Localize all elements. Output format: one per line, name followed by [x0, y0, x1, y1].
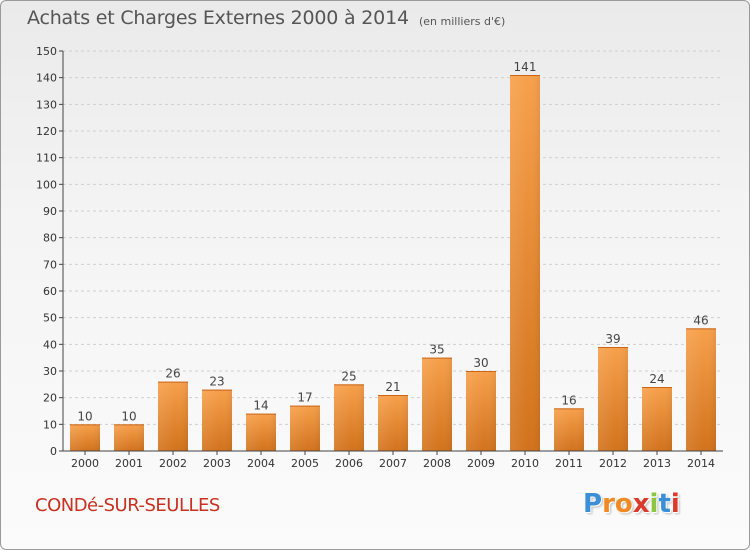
- data-label: 35: [429, 343, 444, 357]
- data-label: 16: [561, 393, 576, 407]
- x-tick-label: 2014: [687, 457, 715, 470]
- data-label: 17: [297, 391, 312, 405]
- x-tick-label: 2004: [247, 457, 275, 470]
- bar-shade: [554, 408, 584, 451]
- x-tick-label: 2009: [467, 457, 495, 470]
- bar-shade: [70, 424, 100, 451]
- y-tick-label: 90: [43, 205, 57, 218]
- logo-letter: i: [649, 489, 659, 519]
- bar-shade: [686, 328, 716, 451]
- x-tick-label: 2002: [159, 457, 187, 470]
- y-tick-label: 20: [43, 392, 57, 405]
- x-tick-label: 2006: [335, 457, 363, 470]
- y-tick-label: 50: [43, 312, 57, 325]
- logo-letter: P: [583, 489, 603, 519]
- y-tick-label: 70: [43, 258, 57, 271]
- y-tick-label: 150: [36, 45, 57, 58]
- y-tick-label: 10: [43, 418, 57, 431]
- data-label: 141: [514, 60, 537, 74]
- chart-unit: (en milliers d'€): [419, 15, 506, 28]
- x-tick-label: 2007: [379, 457, 407, 470]
- data-label: 10: [121, 409, 136, 423]
- bar-shade: [290, 405, 320, 451]
- data-label: 46: [693, 313, 708, 327]
- bar-shade: [378, 395, 408, 451]
- logo-letter: i: [670, 489, 680, 519]
- logo-letter: o: [614, 489, 633, 519]
- x-tick-label: 2003: [203, 457, 231, 470]
- y-tick-label: 120: [36, 125, 57, 138]
- x-tick-label: 2008: [423, 457, 451, 470]
- data-label: 25: [341, 369, 356, 383]
- data-label: 14: [253, 399, 268, 413]
- logo-letter: x: [632, 489, 650, 519]
- logo-letter: t: [658, 489, 671, 519]
- x-tick-label: 2013: [643, 457, 671, 470]
- y-tick-label: 60: [43, 285, 57, 298]
- y-tick-label: 80: [43, 232, 57, 245]
- bar-shade: [598, 347, 628, 451]
- y-tick-label: 110: [36, 152, 57, 165]
- data-label: 26: [165, 367, 180, 381]
- x-tick-label: 2011: [555, 457, 583, 470]
- data-label: 24: [649, 372, 664, 386]
- x-tick-label: 2012: [599, 457, 627, 470]
- bar-shade: [642, 387, 672, 451]
- bar-shade: [466, 371, 496, 451]
- data-label: 21: [385, 380, 400, 394]
- chart-title: Achats et Charges Externes 2000 à 2014: [27, 7, 409, 29]
- commune-name: CONDé-SUR-SEULLES: [35, 495, 220, 516]
- x-tick-label: 2000: [71, 457, 99, 470]
- logo-letter: r: [602, 489, 615, 519]
- x-tick-label: 2010: [511, 457, 539, 470]
- data-label: 23: [209, 375, 224, 389]
- bar-shade: [114, 424, 144, 451]
- data-label: 10: [77, 409, 92, 423]
- y-tick-label: 100: [36, 178, 57, 191]
- bar-shade: [334, 384, 364, 451]
- bar-shade: [422, 357, 452, 451]
- proxiti-logo: Proxiti: [583, 489, 680, 519]
- y-tick-label: 0: [50, 445, 57, 458]
- data-label: 30: [473, 356, 488, 370]
- y-tick-label: 30: [43, 365, 57, 378]
- bar-shade: [510, 75, 540, 451]
- bar-shade: [158, 381, 188, 451]
- x-tick-label: 2005: [291, 457, 319, 470]
- bar-shade: [202, 389, 232, 451]
- y-tick-label: 40: [43, 338, 57, 351]
- x-tick-label: 2001: [115, 457, 143, 470]
- bar-shade: [246, 413, 276, 451]
- y-tick-label: 130: [36, 98, 57, 111]
- y-tick-label: 140: [36, 72, 57, 85]
- data-label: 39: [605, 332, 620, 346]
